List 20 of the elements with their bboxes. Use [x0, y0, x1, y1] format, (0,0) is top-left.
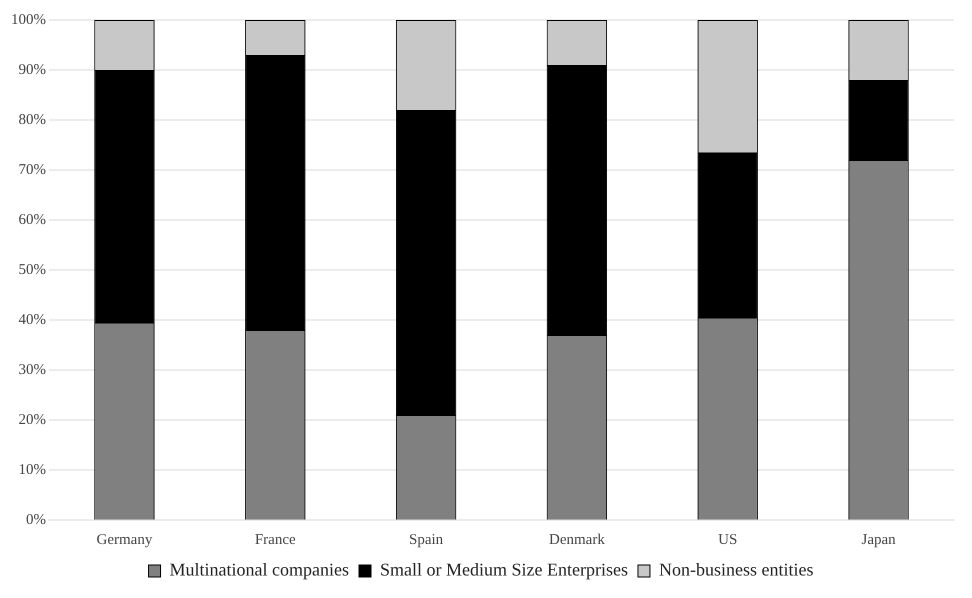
- y-tick-label: 70%: [18, 162, 46, 178]
- x-tick-label: Denmark: [549, 532, 606, 548]
- y-tick-label: 10%: [18, 462, 46, 478]
- x-tick-label: France: [254, 532, 296, 548]
- y-tick-label: 90%: [18, 62, 46, 78]
- legend-label: Small or Medium Size Enterprises: [380, 560, 628, 580]
- x-tick-label: Japan: [862, 532, 896, 548]
- y-tick-label: 50%: [18, 262, 46, 278]
- y-tick-label: 30%: [18, 362, 46, 378]
- x-tick-label: Germany: [96, 532, 153, 548]
- y-tick-label: 40%: [18, 312, 46, 328]
- legend-label: Multinational companies: [170, 560, 350, 580]
- y-tick-label: 60%: [18, 212, 46, 228]
- x-tick-label: US: [718, 532, 738, 548]
- x-tick-label: Spain: [408, 532, 444, 548]
- y-tick-label: 0%: [26, 512, 46, 528]
- y-tick-label: 100%: [10, 12, 46, 28]
- y-tick-label: 20%: [18, 412, 46, 428]
- y-tick-label: 80%: [18, 112, 46, 128]
- legend-label: Non-business entities: [658, 560, 814, 580]
